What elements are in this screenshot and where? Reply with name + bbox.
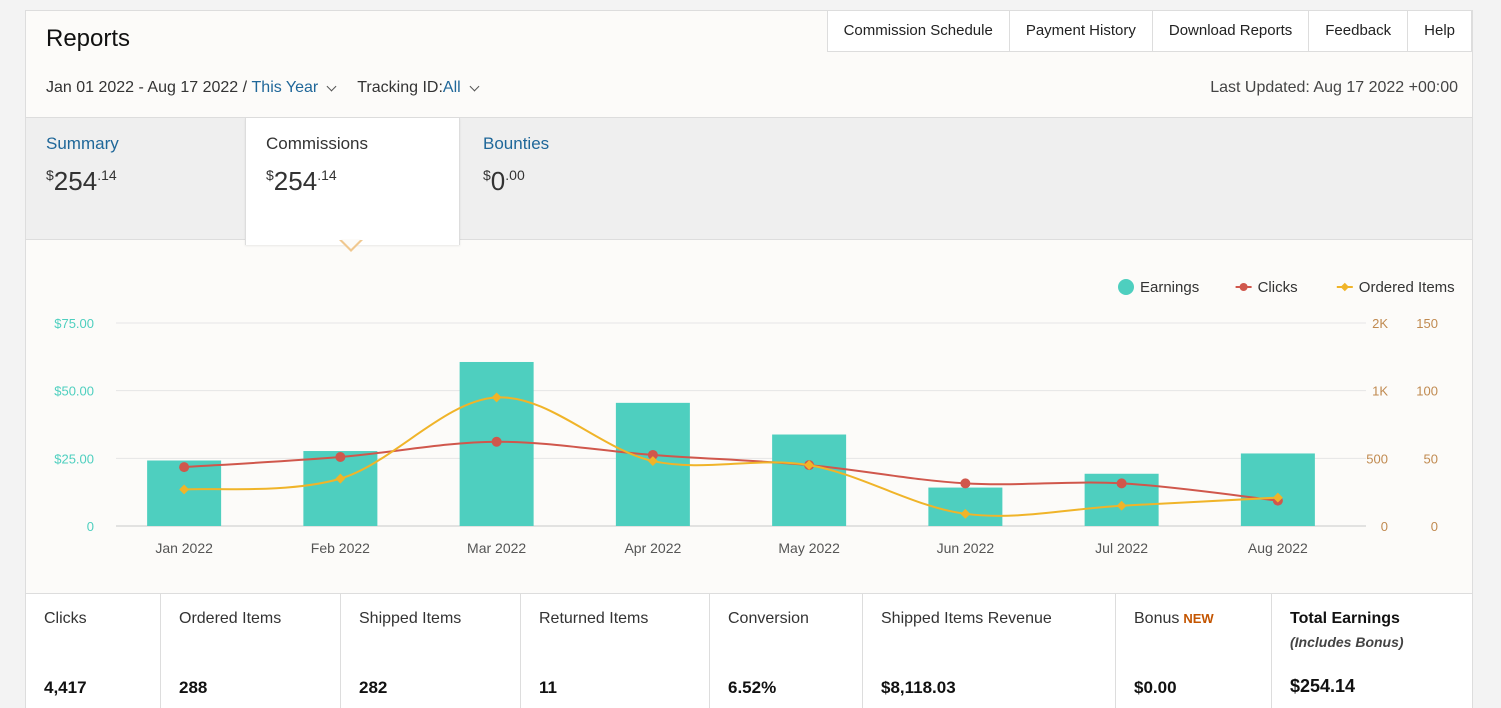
stat-ordered-items: Ordered Items 288 (161, 594, 341, 708)
tab-commissions-amount: $254.14 (266, 166, 337, 196)
summary-tabs: Summary $254.14 Commissions $254.14 Boun… (26, 117, 1472, 245)
legend-earnings-swatch (1118, 279, 1134, 295)
tab-bounties-label: Bounties (483, 134, 550, 153)
x-tick-label: Aug 2022 (1248, 540, 1308, 556)
active-tab-pointer (339, 239, 363, 252)
x-tick-label: Mar 2022 (467, 540, 526, 556)
y-tick-label-right1: 1K (1372, 384, 1388, 399)
period-dropdown[interactable]: This Year (251, 79, 319, 96)
earnings-chart: 0 $25.00 $50.00 $75.00 0 500 1K 2K 0 50 100 150 Jan … (54, 279, 1455, 556)
y-tick-label-left: $25.00 (54, 451, 94, 466)
ordered-items-point (960, 508, 971, 519)
y-tick-label-right2: 0 (1431, 519, 1438, 534)
tab-bounties[interactable]: Bounties $0.00 (463, 118, 663, 241)
stat-shipped-items-revenue: Shipped Items Revenue $8,118.03 (863, 594, 1116, 708)
earnings-bar (928, 487, 1003, 526)
clicks-point (179, 462, 190, 473)
tracking-id-label: Tracking ID: (357, 79, 443, 96)
chevron-down-icon[interactable] (469, 81, 480, 92)
y-tick-label-left: $50.00 (54, 384, 94, 399)
y-tick-label-right1: 2K (1372, 316, 1388, 331)
earnings-bar (772, 434, 847, 526)
ordered-items-point (491, 392, 502, 403)
tab-summary-amount: $254.14 (46, 166, 117, 196)
tab-summary-label: Summary (46, 134, 119, 153)
ordered-items-point (1116, 500, 1127, 511)
page-title: Reports (46, 25, 131, 52)
stat-bonus: Bonus NEW $0.00 (1116, 594, 1272, 708)
stat-conversion: Conversion 6.52% (710, 594, 863, 708)
ordered-items-point (1272, 492, 1283, 503)
y-tick-label-right2: 50 (1424, 451, 1438, 466)
new-badge: NEW (1183, 611, 1214, 626)
feedback-button[interactable]: Feedback (1308, 11, 1409, 52)
tracking-id-dropdown[interactable]: All (442, 79, 461, 96)
x-tick-label: Apr 2022 (624, 540, 681, 556)
x-tick-label: May 2022 (778, 540, 840, 556)
legend-clicks-marker (1239, 283, 1248, 291)
stat-returned-items: Returned Items 11 (521, 594, 710, 708)
reports-panel: Reports Commission Schedule Payment Hist… (25, 10, 1473, 708)
tab-summary[interactable]: Summary $254.14 (26, 118, 245, 241)
clicks-point (960, 478, 971, 489)
ordered-items-point (647, 456, 658, 466)
clicks-point (335, 451, 346, 462)
legend-clicks-label: Clicks (1258, 279, 1298, 296)
last-updated: Last Updated: Aug 17 2022 +00:00 (1210, 79, 1458, 96)
chevron-down-icon[interactable] (326, 81, 337, 92)
top-nav: Commission Schedule Payment History Down… (826, 11, 1472, 52)
clicks-point (647, 449, 658, 460)
legend-earnings-label: Earnings (1140, 279, 1199, 296)
stat-clicks: Clicks 4,417 (26, 594, 161, 708)
commission-schedule-button[interactable]: Commission Schedule (826, 11, 1010, 52)
stats-bar: Clicks 4,417 Ordered Items 288 Shipped I… (26, 593, 1472, 708)
x-tick-label: Jul 2022 (1095, 540, 1148, 556)
y-tick-label-right1: 0 (1381, 519, 1388, 534)
y-tick-label-left: $75.00 (54, 316, 94, 331)
y-tick-label-right1: 500 (1366, 451, 1388, 466)
download-reports-button[interactable]: Download Reports (1151, 11, 1310, 52)
y-tick-label-left: 0 (87, 519, 94, 534)
tab-bounties-amount: $0.00 (483, 166, 525, 196)
ordered-items-line (184, 396, 1278, 517)
clicks-line (184, 440, 1278, 502)
x-tick-label: Jun 2022 (937, 540, 995, 556)
legend-ordered-items-label: Ordered Items (1359, 279, 1455, 296)
stat-shipped-items: Shipped Items 282 (341, 594, 521, 708)
earnings-bar (1240, 453, 1315, 526)
ordered-items-point (179, 484, 190, 495)
stat-total-earnings: Total Earnings (Includes Bonus) $254.14 (1290, 610, 1404, 696)
payment-history-button[interactable]: Payment History (1008, 11, 1153, 52)
ordered-items-point (804, 460, 815, 471)
x-tick-label: Jan 2022 (155, 540, 213, 556)
tab-commissions[interactable]: Commissions $254.14 (245, 118, 460, 245)
clicks-point (491, 436, 502, 447)
filters-bar: Jan 01 2022 - Aug 17 2022 / This Year Tr… (46, 79, 486, 97)
y-tick-label-right2: 150 (1416, 316, 1438, 331)
date-range-text: Jan 01 2022 - Aug 17 2022 / (46, 79, 248, 96)
y-tick-label-right2: 100 (1416, 384, 1438, 399)
legend-ordered-items-marker (1340, 282, 1350, 292)
earnings-bar (303, 451, 378, 526)
x-tick-label: Feb 2022 (311, 540, 370, 556)
tab-commissions-label: Commissions (266, 134, 369, 153)
clicks-point (1116, 478, 1127, 489)
help-button[interactable]: Help (1407, 11, 1472, 52)
